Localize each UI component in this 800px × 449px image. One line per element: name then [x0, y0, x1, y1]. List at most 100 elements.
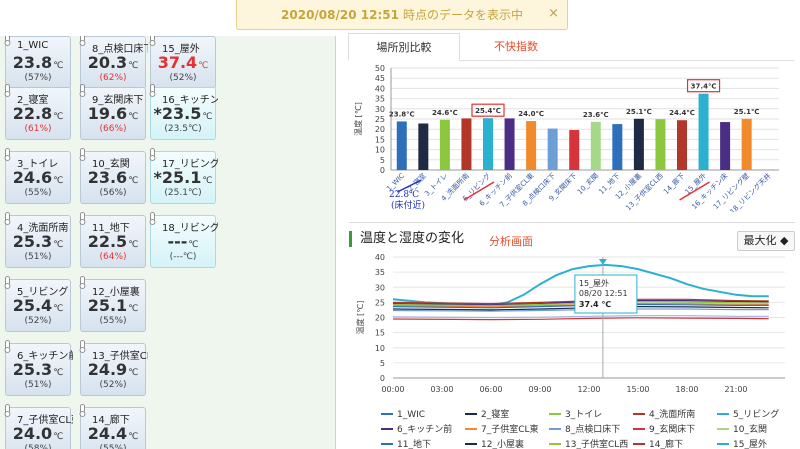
bar[interactable] [504, 118, 515, 170]
x-tick-label: 15:00 [626, 385, 649, 394]
sensor-card[interactable]: 12_小屋裏 25.1℃ (55%) [79, 276, 146, 332]
bar[interactable] [547, 128, 558, 170]
sensor-temp-unit: ℃ [128, 368, 139, 378]
thermometer-icon [4, 84, 11, 97]
sensor-name: 17_リビング壁 [162, 159, 218, 170]
sensor-card[interactable]: 8_点検口床下 20.3℃ (62%) [79, 36, 148, 89]
legend-item[interactable]: 1_WIC [381, 410, 425, 420]
thermometer-icon [4, 276, 11, 289]
sensor-card[interactable]: 16_キッチン床*23.5℃(23.5℃) [149, 84, 218, 140]
bar[interactable] [461, 118, 472, 170]
maximize-button[interactable]: 最大化 ◆ [737, 231, 795, 251]
sensor-card[interactable]: 11_地下 22.5℃ (64%) [79, 212, 146, 268]
legend-item[interactable]: 9_玄関床下 [633, 423, 695, 435]
series-line[interactable] [392, 315, 769, 319]
bar[interactable] [439, 119, 450, 170]
sensor-temp-value: --- [167, 232, 188, 251]
tooltip-box [574, 274, 638, 314]
sensor-card[interactable]: 13_子供室CL西24.9℃(52%) [79, 340, 148, 396]
bar[interactable] [633, 118, 644, 170]
legend-item[interactable]: 10_玄関 [717, 423, 767, 435]
sensor-card[interactable]: 17_リビング壁*25.1℃(25.1℃) [149, 148, 218, 204]
sensor-card[interactable]: 3_トイレ 24.6℃ (55%) [4, 148, 71, 204]
close-icon[interactable]: × [548, 6, 559, 21]
sensor-temp: 19.6℃ [81, 104, 145, 123]
sensor-temp: 22.5℃ [81, 232, 145, 251]
sensor-name: 10_玄関 [92, 159, 130, 170]
bar[interactable] [655, 119, 666, 170]
bar[interactable] [698, 93, 709, 170]
analysis-link[interactable]: 分析画面 [489, 235, 533, 248]
thermometer-icon [79, 212, 86, 225]
sensor-card[interactable]: 15_屋外 37.4℃ (52%) [149, 36, 216, 89]
tooltip-time: 08/20 12:51 [579, 289, 628, 298]
legend-item[interactable]: 2_寝室 [465, 408, 509, 420]
sensor-card[interactable]: 18_リビング天井---℃(---℃) [149, 212, 218, 268]
sensor-temp-unit: ℃ [198, 61, 209, 71]
tab-discomfort-index[interactable]: 不快指数 [494, 40, 538, 53]
tooltip-value: 37.4 ℃ [579, 300, 612, 309]
bar-data-label: 24.4℃ [669, 109, 695, 117]
sensor-card[interactable]: 10_玄関 23.6℃ (56%) [79, 148, 146, 204]
bar[interactable] [741, 118, 752, 170]
legend-label: 3_トイレ [565, 410, 602, 420]
sensor-card[interactable]: 1_WIC 23.8℃ (57%) [4, 36, 71, 89]
sensor-temp-value: 22.8 [12, 104, 53, 123]
legend-label: 13_子供室CL西 [565, 438, 628, 449]
sensor-card[interactable]: 14_廊下 24.4℃ (55%) [79, 404, 146, 449]
sensor-name: 4_洗面所南 [17, 223, 69, 234]
bar[interactable] [483, 118, 493, 170]
sensor-temp-value: 24.6 [12, 168, 53, 187]
bar[interactable] [526, 121, 537, 170]
legend-item[interactable]: 11_地下 [381, 438, 431, 449]
bar[interactable] [569, 130, 580, 170]
sensor-humidity: (57%) [24, 73, 52, 83]
legend-label: 10_玄関 [733, 423, 767, 435]
sensor-name: 12_小屋裏 [92, 287, 140, 298]
legend-item[interactable]: 4_洗面所南 [633, 408, 695, 420]
sensor-name: 2_寝室 [17, 95, 49, 106]
sensor-humidity: (58%) [24, 444, 52, 449]
banner-timestamp: 2020/08/20 12:51 [281, 7, 399, 22]
bar[interactable] [677, 120, 687, 170]
sensor-temp-unit: ℃ [202, 112, 213, 122]
bar[interactable] [590, 121, 601, 170]
tab-location-compare[interactable]: 場所別比較 [348, 33, 460, 61]
sensor-temp-unit: ℃ [128, 304, 139, 314]
sensor-card[interactable]: 4_洗面所南 25.3℃ (51%) [4, 212, 71, 268]
sensor-humidity: (61%) [24, 124, 52, 134]
bar[interactable] [612, 124, 623, 170]
legend-item[interactable]: 13_子供室CL西 [549, 438, 628, 449]
series-line[interactable] [392, 317, 769, 321]
sensor-card[interactable]: 2_寝室 22.8℃ (61%) [4, 84, 71, 140]
legend-label: 4_洗面所南 [649, 408, 695, 420]
sensor-card[interactable]: 7_子供室CL東24.0℃(58%) [4, 404, 73, 449]
sensor-temp: 24.0℃ [6, 424, 70, 443]
sensor-temp-unit: ℃ [128, 176, 139, 186]
sensor-name: 16_キッチン床 [162, 95, 218, 106]
label-highlight-box [471, 103, 505, 117]
thermometer-icon [4, 148, 11, 161]
sensor-temp-unit: ℃ [53, 112, 64, 122]
thermometer-icon [149, 148, 156, 161]
legend-item[interactable]: 14_廊下 [633, 438, 683, 449]
legend-item[interactable]: 3_トイレ [549, 410, 602, 420]
legend-item[interactable]: 15_屋外 [717, 438, 767, 449]
bar[interactable] [720, 122, 731, 170]
sensor-humidity: (66%) [99, 124, 127, 134]
bar[interactable] [418, 123, 429, 170]
legend-item[interactable]: 5_リビング [717, 408, 779, 420]
legend-label: 5_リビング [733, 408, 779, 420]
legend-item[interactable]: 12_小屋裏 [465, 438, 524, 449]
sensor-card[interactable]: 5_リビング 25.4℃ (52%) [4, 276, 71, 332]
legend-item[interactable]: 8_点検口床下 [549, 423, 620, 435]
sensor-humidity: (23.5℃) [164, 124, 202, 134]
sensor-humidity: (52%) [169, 73, 197, 83]
sensor-humidity: (55%) [99, 316, 127, 326]
sensor-card[interactable]: 6_キッチン前 25.3℃ (51%) [4, 340, 73, 396]
legend-item[interactable]: 6_キッチン前 [381, 423, 452, 435]
legend-item[interactable]: 7_子供室CL東 [465, 423, 539, 435]
sensor-card[interactable]: 9_玄関床下 19.6℃ (66%) [79, 84, 146, 140]
y-tick-label: 20 [375, 125, 385, 134]
bar[interactable] [396, 121, 407, 170]
